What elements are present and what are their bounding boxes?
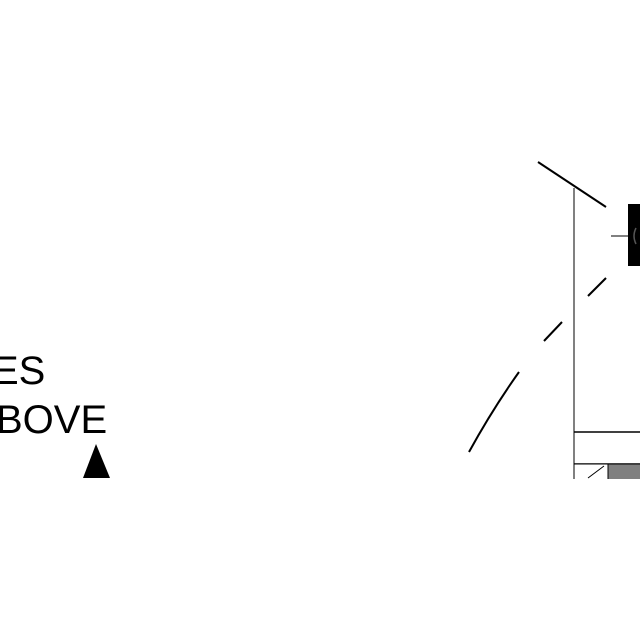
blank-margin-area — [0, 479, 640, 640]
door-swing-arc — [537, 161, 607, 208]
note-text-line-1: ES — [0, 349, 45, 393]
door-swing-arc-dash-1 — [587, 277, 607, 297]
note-text-line-2: BOVE — [0, 398, 107, 442]
section-marker-triangle-icon — [83, 444, 110, 478]
hatch-line — [587, 465, 605, 479]
fixture-detail-mark — [633, 227, 637, 245]
door-swing-arc-dash-2 — [543, 321, 563, 342]
gray-filled-element — [607, 463, 640, 481]
door-swing-arc-dash-3 — [468, 371, 520, 453]
